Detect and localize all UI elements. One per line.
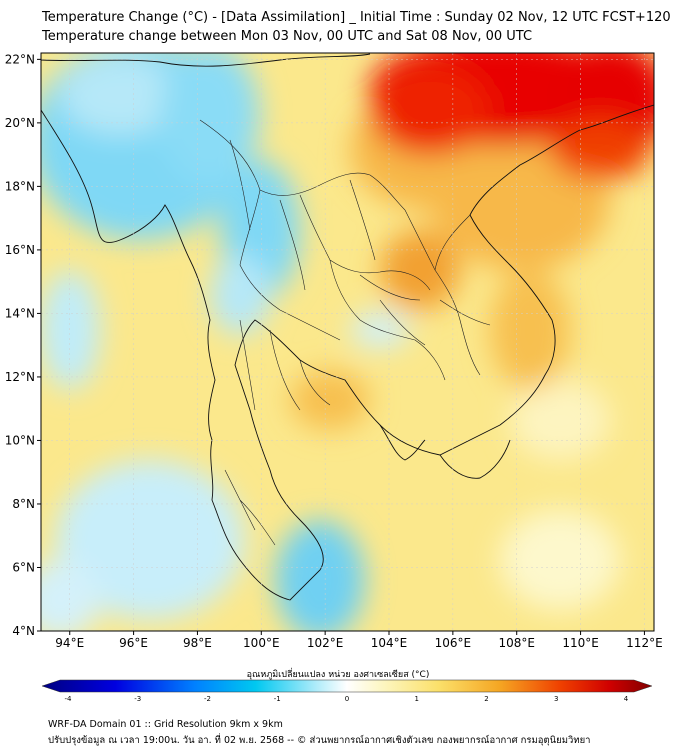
colorbar-tick-label: -3 (134, 695, 141, 703)
lat-label: 22°N (5, 52, 35, 66)
lon-label: 102°E (307, 636, 344, 650)
colorbar-tick-label: 4 (624, 695, 629, 703)
colorbar-tick-label: -4 (65, 695, 73, 703)
map-subtitle: Temperature change between Mon 03 Nov, 0… (42, 29, 533, 44)
lon-label: 112°E (626, 636, 663, 650)
lat-label: 10°N (5, 433, 35, 447)
coastlines (41, 53, 654, 601)
lat-label: 4°N (12, 624, 35, 638)
lon-label: 110°E (562, 636, 599, 650)
colorbar-tick-label: -1 (274, 695, 281, 703)
colorbar-tick-label: 2 (484, 695, 488, 703)
latitude-axis: 22°N 20°N 18°N 16°N 14°N 12°N 10°N 8°N 6°N 4°N (5, 52, 41, 638)
lon-label: 106°E (435, 636, 472, 650)
colorbar-tick-label: 1 (415, 695, 419, 703)
footer-credit: ปรับปรุงข้อมูล ณ เวลา 19:00น. วัน อา. ที… (48, 735, 591, 746)
lat-label: 12°N (5, 370, 35, 384)
lat-label: 6°N (12, 560, 35, 574)
colorbar-tick-label: -2 (204, 695, 211, 703)
graticule (41, 53, 654, 632)
map-frame (40, 52, 655, 632)
temperature-field (41, 53, 654, 631)
lon-label: 98°E (183, 636, 212, 650)
lat-label: 8°N (12, 497, 35, 511)
footer-model-info: WRF-DA Domain 01 :: Grid Resolution 9km … (48, 719, 283, 730)
lon-label: 104°E (371, 636, 408, 650)
lat-label: 14°N (5, 306, 35, 320)
lat-label: 18°N (5, 179, 35, 193)
admin-borders (199, 119, 491, 546)
colorbar-title: อุณหภูมิเปลี่ยนแปลง หน่วย องศาเซลเซียส (… (246, 670, 430, 680)
lon-label: 100°E (243, 636, 280, 650)
colorbar-tick-label: 3 (554, 695, 558, 703)
lon-label: 96°E (119, 636, 148, 650)
lon-label: 94°E (55, 636, 84, 650)
map-title: Temperature Change (°C) - [Data Assimila… (42, 10, 671, 25)
lat-label: 20°N (5, 116, 35, 130)
lon-label: 108°E (498, 636, 535, 650)
longitude-axis: 94°E 96°E 98°E 100°E 102°E 104°E 106°E 108°E 110… (55, 631, 663, 650)
colorbar-tick-label: 0 (345, 695, 349, 703)
lat-label: 16°N (5, 243, 35, 257)
colorbar: -4 -3 -2 -1 0 1 2 3 4 (41, 679, 653, 703)
